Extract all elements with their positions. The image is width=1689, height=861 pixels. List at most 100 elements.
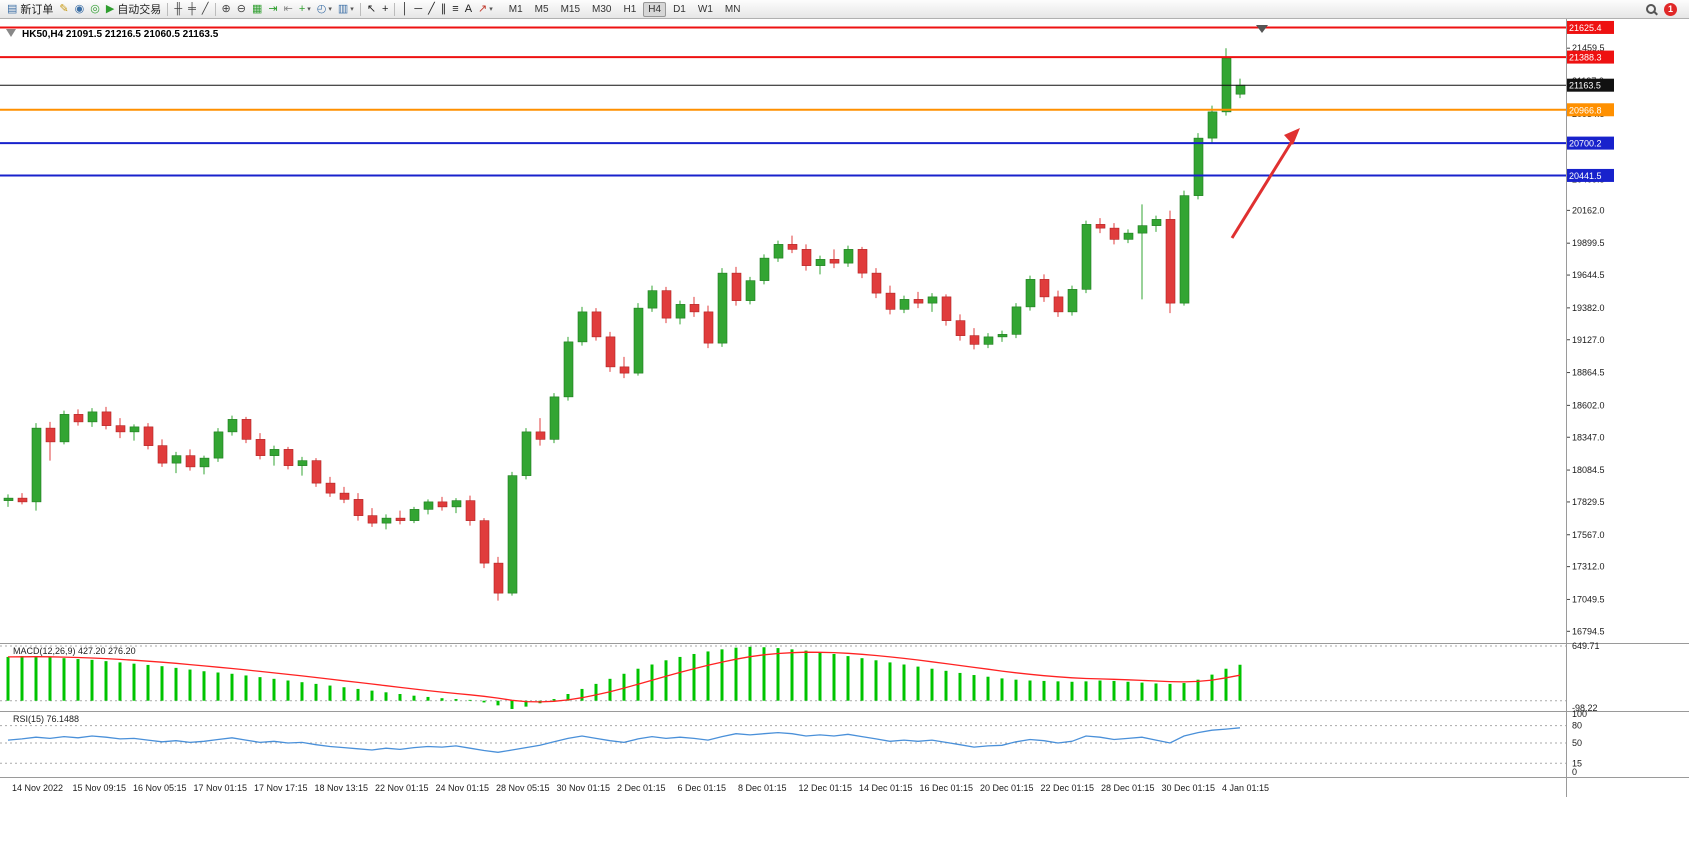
toolbar-separator bbox=[359, 2, 361, 16]
templates-icon: ▥ bbox=[337, 2, 349, 15]
periods-button[interactable]: ◴ ▾ bbox=[314, 1, 335, 18]
candle-up bbox=[1179, 195, 1190, 304]
line-chart-button[interactable]: ╱ bbox=[199, 1, 212, 18]
candlestick-button[interactable]: ╪ bbox=[185, 1, 199, 18]
templates-button[interactable]: ▥ ▾ bbox=[335, 1, 357, 18]
zoom-out-button[interactable]: ⊖ bbox=[234, 1, 249, 18]
cursor-button[interactable]: ↖ bbox=[364, 1, 379, 18]
new-order-button-label: 新订单 bbox=[20, 4, 54, 16]
crosshair-icon: + bbox=[382, 2, 389, 15]
candle-up bbox=[3, 497, 14, 501]
indicators-button[interactable]: + ▾ bbox=[296, 1, 314, 18]
macd-tick: 649.71 bbox=[1572, 641, 1600, 651]
rsi-tick: 50 bbox=[1572, 738, 1582, 748]
text-button[interactable]: A bbox=[462, 1, 475, 18]
dropdown-arrow-icon[interactable]: ▾ bbox=[307, 6, 311, 13]
timeframe-h1-button[interactable]: H1 bbox=[623, 3, 637, 15]
candle-up bbox=[563, 341, 574, 398]
candle-up bbox=[549, 396, 560, 440]
candle-down bbox=[73, 414, 84, 423]
candle-up bbox=[577, 311, 588, 343]
price-badge-label: 20441.5 bbox=[1569, 171, 1602, 181]
fibonacci-button[interactable]: ≡ bbox=[449, 1, 461, 18]
timeframe-d1-button[interactable]: D1 bbox=[673, 3, 686, 15]
dropdown-arrow-icon[interactable]: ▾ bbox=[489, 6, 493, 13]
candle-up bbox=[1151, 219, 1162, 226]
community-button[interactable]: ◉ bbox=[72, 1, 88, 18]
price-tick: 16794.5 bbox=[1572, 626, 1605, 636]
arrows-button[interactable]: ↗ ▾ bbox=[475, 1, 496, 18]
metaeditor-button[interactable]: ✎ bbox=[56, 1, 71, 18]
zoom-in-button[interactable]: ⊕ bbox=[219, 1, 234, 18]
autotrading-button[interactable]: ▶ 自动交易 bbox=[103, 1, 164, 18]
time-axis[interactable] bbox=[0, 778, 1566, 798]
candle-up bbox=[129, 426, 140, 433]
candle-up bbox=[451, 500, 462, 508]
timeframe-m1-button[interactable]: M1 bbox=[508, 3, 523, 15]
candle-up bbox=[171, 455, 182, 464]
trend-arrow[interactable] bbox=[1230, 137, 1296, 239]
metaeditor-icon: ✎ bbox=[59, 2, 69, 15]
price-axis[interactable] bbox=[1566, 19, 1689, 797]
bar-chart-button[interactable]: ╫ bbox=[171, 1, 185, 18]
price-tick: 19382.0 bbox=[1572, 303, 1605, 313]
tile-windows-button[interactable]: ▦ bbox=[249, 1, 265, 18]
trendline-icon: ╱ bbox=[428, 2, 435, 15]
horizontal-line-button[interactable]: ─ bbox=[411, 1, 425, 18]
time-label: 22 Dec 01:15 bbox=[1041, 783, 1095, 793]
candle-up bbox=[409, 509, 420, 521]
rsi-line bbox=[7, 727, 1241, 753]
time-label: 17 Nov 17:15 bbox=[254, 783, 308, 793]
price-badge bbox=[1566, 78, 1614, 92]
channel-button[interactable]: ∥ bbox=[438, 1, 450, 18]
sounds-icon: ◎ bbox=[90, 2, 100, 15]
text-icon: A bbox=[464, 2, 473, 15]
candle-down bbox=[367, 515, 378, 524]
price-badge bbox=[1566, 136, 1614, 150]
search-icon[interactable] bbox=[1646, 4, 1656, 14]
candle-down bbox=[339, 492, 350, 500]
crosshair-button[interactable]: + bbox=[379, 1, 391, 18]
chart-shift-marker[interactable] bbox=[1256, 25, 1268, 33]
one-click-trading-toggle[interactable] bbox=[6, 29, 16, 37]
candle-up bbox=[675, 304, 686, 319]
trendline-button[interactable]: ╱ bbox=[425, 1, 438, 18]
timeframe-m15-button[interactable]: M15 bbox=[560, 3, 581, 15]
chart-canvas[interactable] bbox=[0, 19, 1689, 861]
candle-up bbox=[1067, 289, 1078, 313]
candle-down bbox=[885, 292, 896, 310]
timeframe-m5-button[interactable]: M5 bbox=[534, 3, 549, 15]
dropdown-arrow-icon[interactable]: ▾ bbox=[328, 6, 332, 13]
notification-badge[interactable]: 1 bbox=[1664, 2, 1677, 16]
toolbar-separator bbox=[394, 2, 396, 16]
macd-label: MACD(12,26,9) 427.20 276.20 bbox=[13, 646, 136, 656]
time-label: 18 Nov 13:15 bbox=[315, 783, 369, 793]
time-label: 28 Dec 01:15 bbox=[1101, 783, 1155, 793]
sounds-button[interactable]: ◎ bbox=[87, 1, 103, 18]
candle-up bbox=[423, 501, 434, 510]
timeframe-h4-button[interactable]: H4 bbox=[643, 1, 667, 17]
candle-up bbox=[745, 280, 756, 301]
autotrading-button-label: 自动交易 bbox=[117, 4, 162, 16]
time-label: 14 Dec 01:15 bbox=[859, 783, 913, 793]
candle-up bbox=[1235, 84, 1246, 95]
time-label: 8 Dec 01:15 bbox=[738, 783, 787, 793]
vertical-line-button[interactable]: │ bbox=[398, 1, 411, 18]
timeframe-mn-button[interactable]: MN bbox=[724, 3, 741, 15]
candle-up bbox=[269, 449, 280, 456]
time-label: 30 Nov 01:15 bbox=[557, 783, 611, 793]
dropdown-arrow-icon[interactable]: ▾ bbox=[350, 6, 354, 13]
new-order-button[interactable]: ▤ 新订单 bbox=[4, 1, 56, 18]
trend-arrow-head[interactable] bbox=[1284, 128, 1300, 145]
candle-down bbox=[157, 445, 168, 464]
timeframe-m30-button[interactable]: M30 bbox=[592, 3, 612, 15]
candle-down bbox=[731, 272, 742, 301]
candle-down bbox=[241, 419, 252, 440]
chart-shift-button[interactable]: ⇤ bbox=[281, 1, 296, 18]
candle-down bbox=[395, 517, 406, 521]
timeframe-w1-button[interactable]: W1 bbox=[697, 3, 713, 15]
time-label: 15 Nov 09:15 bbox=[73, 783, 127, 793]
candle-up bbox=[815, 259, 826, 266]
auto-scroll-button[interactable]: ⇥ bbox=[265, 1, 280, 18]
price-badge-label: 21388.3 bbox=[1569, 53, 1602, 63]
